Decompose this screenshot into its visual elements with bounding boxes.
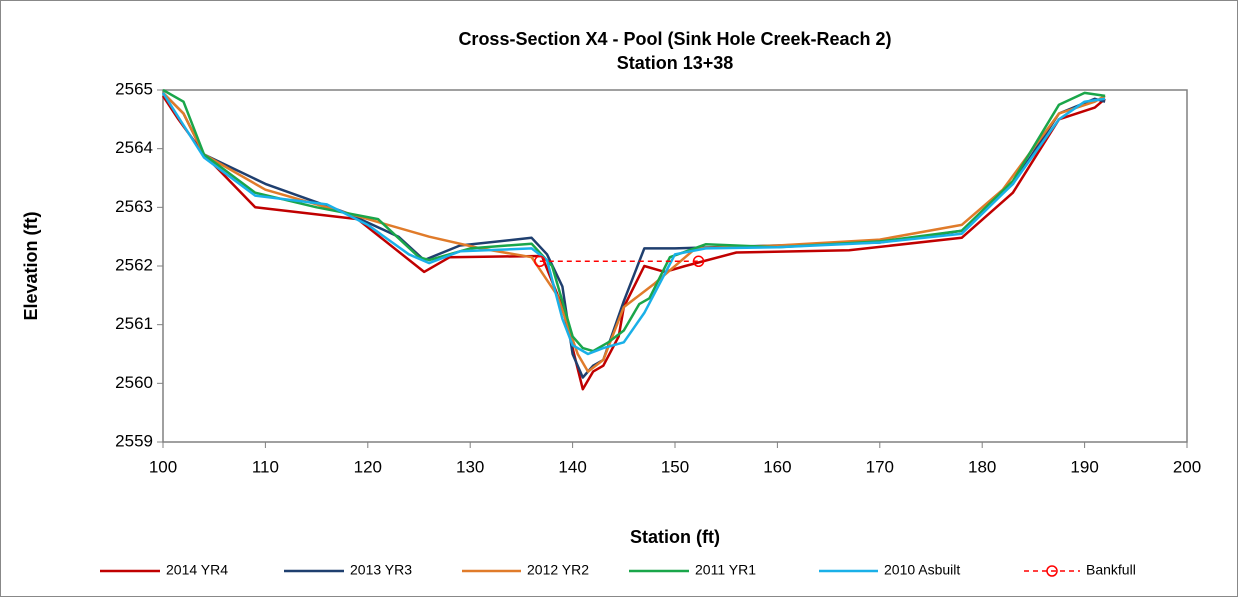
series-line (161, 92, 1106, 356)
legend-label: 2010 Asbuilt (884, 562, 960, 578)
y-axis-label: Elevation (ft) (21, 211, 41, 320)
y-tick-label: 2562 (115, 255, 153, 274)
legend-label: 2012 YR2 (527, 562, 589, 578)
x-axis-label: Station (ft) (630, 527, 720, 547)
y-tick-label: 2564 (115, 138, 153, 157)
x-tick-label: 100 (149, 457, 177, 476)
legend-label: Bankfull (1086, 562, 1136, 578)
x-tick-label: 110 (252, 457, 279, 476)
x-tick-label: 150 (661, 457, 689, 476)
chart-title: Cross-Section X4 - Pool (Sink Hole Creek… (458, 29, 891, 49)
legend-marker (1046, 565, 1058, 577)
legend-label: 2013 YR3 (350, 562, 412, 578)
series-line (161, 95, 1106, 391)
x-tick-label: 200 (1173, 457, 1201, 476)
legend-label: 2011 YR1 (695, 562, 756, 578)
legend-label: 2014 YR4 (166, 562, 228, 578)
x-tick-label: 160 (763, 457, 791, 476)
y-tick-label: 2560 (115, 373, 153, 392)
y-tick-label: 2559 (115, 431, 153, 450)
x-tick-label: 120 (354, 457, 382, 476)
y-tick-label: 2563 (115, 197, 153, 216)
x-tick-label: 170 (866, 457, 894, 476)
x-tick-label: 190 (1070, 457, 1098, 476)
chart-subtitle: Station 13+38 (617, 53, 734, 73)
point-marker (692, 255, 705, 268)
point-marker (534, 255, 546, 268)
y-tick-label: 2565 (115, 79, 153, 98)
x-tick-label: 130 (456, 457, 484, 476)
x-tick-label: 180 (968, 457, 996, 476)
x-tick-label: 140 (558, 457, 586, 476)
y-tick-label: 2561 (115, 314, 153, 333)
